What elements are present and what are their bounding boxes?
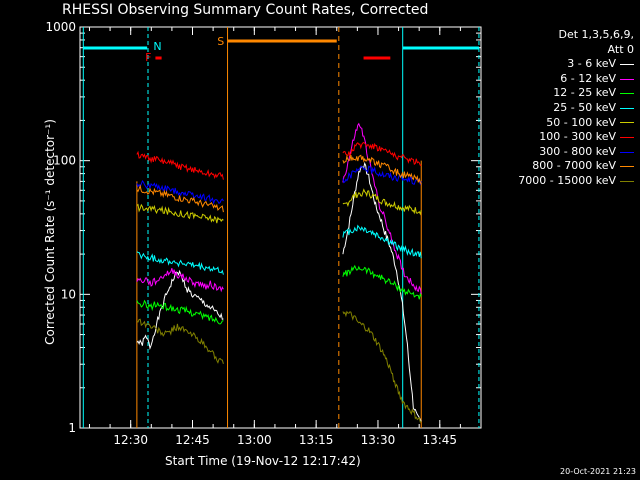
legend-header-line1: Det 1,3,5,6,9,	[558, 28, 634, 41]
legend-swatch	[620, 93, 634, 95]
legend-entry: 300 - 800 keV	[518, 145, 634, 160]
x-tick-label: 13:15	[299, 433, 334, 447]
legend-swatch	[620, 122, 634, 124]
y-tick-label: 10	[61, 287, 76, 301]
legend-swatch	[620, 136, 634, 138]
legend-entry-label: 7000 - 15000 keV	[518, 173, 616, 187]
series-line-7-seg2	[342, 165, 422, 186]
legend-swatch	[620, 63, 634, 65]
series-line-8-seg2	[342, 154, 422, 185]
series-line-9-seg2	[342, 310, 422, 423]
series-line-7-seg1	[136, 180, 224, 205]
y-tick-label: 100	[53, 154, 76, 168]
legend-entry: 25 - 50 keV	[518, 101, 634, 116]
series-line-3-seg1	[136, 299, 224, 325]
y-tick-label: 1000	[45, 20, 76, 34]
legend-swatch	[620, 151, 634, 153]
x-tick-label: 12:45	[175, 433, 210, 447]
x-tick-label: 12:30	[113, 433, 148, 447]
series-line-6-seg1	[136, 150, 224, 180]
plot-frame	[79, 26, 482, 429]
series-line-8-seg1	[136, 184, 224, 213]
legend-entry-label: 100 - 300 keV	[539, 130, 616, 144]
legend-entry: 7000 - 15000 keV	[518, 174, 634, 189]
legend-swatch	[620, 166, 634, 168]
legend-entry-label: 25 - 50 keV	[553, 100, 616, 114]
x-tick-label: 13:30	[361, 433, 396, 447]
legend-entry: 3 - 6 keV	[518, 57, 634, 72]
y-axis-label: Corrected Count Rate (s⁻¹ detector⁻¹)	[43, 119, 57, 345]
x-tick-label: 13:00	[237, 433, 272, 447]
series-line-1-seg2	[342, 161, 422, 422]
chart-title: RHESSI Observing Summary Count Rates, Co…	[62, 2, 429, 18]
series-line-2-seg2	[342, 122, 422, 295]
series-line-6-seg2	[342, 141, 422, 167]
legend-entry-label: 12 - 25 keV	[553, 86, 616, 100]
legend-swatch	[620, 107, 634, 109]
legend-entry-label: 6 - 12 keV	[560, 71, 616, 85]
y-tick-label: 1	[68, 421, 76, 435]
series-line-1-seg1	[136, 269, 224, 351]
series-line-4-seg1	[136, 251, 224, 275]
legend-swatch	[620, 78, 634, 80]
legend-entry-label: 3 - 6 keV	[567, 57, 616, 71]
legend-entry: 12 - 25 keV	[518, 86, 634, 101]
legend: Det 1,3,5,6,9, Att 0 3 - 6 keV 6 - 12 keV…	[518, 28, 634, 189]
legend-swatch	[620, 180, 634, 182]
x-tick-label: 13:45	[422, 433, 457, 447]
legend-header-line2: Att 0	[607, 42, 634, 56]
marker-s-label: S	[217, 35, 224, 48]
series-line-3-seg2	[342, 264, 422, 300]
legend-entry: 100 - 300 keV	[518, 130, 634, 145]
series-line-5-seg2	[342, 188, 422, 216]
series-line-9-seg1	[136, 318, 224, 364]
series-line-4-seg2	[342, 224, 422, 259]
marker-f-label: F	[145, 51, 151, 64]
legend-entry-label: 50 - 100 keV	[546, 115, 616, 129]
legend-entry: 800 - 7000 keV	[518, 159, 634, 174]
generation-timestamp: 20-Oct-2021 21:23	[560, 467, 636, 476]
x-axis-label: Start Time (19-Nov-12 12:17:42)	[165, 454, 361, 468]
legend-entry-label: 800 - 7000 keV	[532, 159, 616, 173]
series-line-2-seg1	[136, 268, 224, 293]
legend-entry: 6 - 12 keV	[518, 72, 634, 87]
marker-n-label: N	[153, 40, 161, 53]
legend-entry-label: 300 - 800 keV	[539, 144, 616, 158]
legend-entry: 50 - 100 keV	[518, 116, 634, 131]
series-line-5-seg1	[136, 203, 224, 224]
